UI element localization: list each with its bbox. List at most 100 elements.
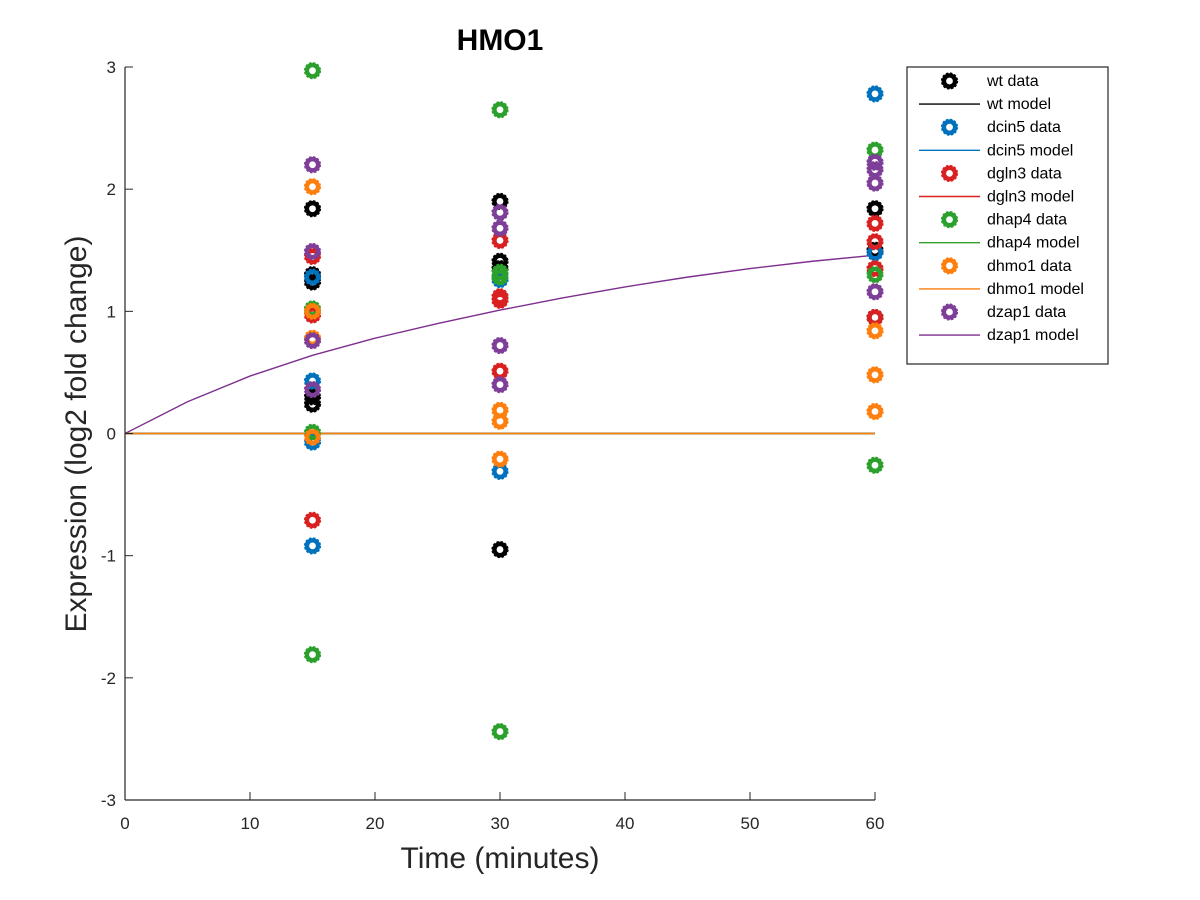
y-axis-label: Expression (log2 fold change) [60,236,93,633]
dhap4-data-point [491,268,509,286]
dgln3-data-point [866,308,884,327]
x-tick-label: 20 [366,814,385,833]
dzap1-data-point [866,153,884,171]
dzap1-data-point [491,203,509,221]
legend-item-wt-data: wt data [940,72,1039,90]
legend-item-dzap1-model: dzap1 model [919,327,1079,344]
legend-item-dgln3-data: dgln3 data [940,164,1062,182]
dgln3-data-point [866,233,884,251]
dhap4-data-series [303,62,884,741]
wt-data-point [303,200,322,218]
dzap1-data-point [303,380,322,399]
legend-label: dcin5 model [987,142,1073,159]
dhmo1-data-point [866,402,884,421]
legend-item-dhap4-model: dhap4 model [919,235,1080,252]
wt-data-point [866,200,884,218]
dhmo1-data-point [866,322,884,340]
y-tick-label: 2 [107,180,116,199]
dhap4-data-point [303,62,322,80]
chart-title: HMO1 [457,24,544,57]
dzap1-data-series [303,153,884,399]
legend-marker [940,303,959,321]
wt-data-point [303,388,322,406]
dzap1-data-point [303,242,322,261]
dhmo1-data-point [491,450,509,468]
legend-label: wt data [986,73,1039,90]
legend-label: dhmo1 model [987,281,1084,298]
y-tick-label: 0 [107,425,116,444]
data-markers [303,62,884,741]
wt-data-series [303,192,884,559]
legend-box [906,66,1109,365]
dhap4-data-point [303,646,322,664]
dhmo1-data-point [303,428,322,446]
y-tick-label: 3 [107,58,116,77]
dgln3-data-point [491,291,509,309]
model-lines [124,254,876,435]
wt-data-point [491,540,509,559]
legend-item-dzap1-data: dzap1 data [940,303,1066,321]
legend-label: dgln3 model [987,189,1074,206]
legend-marker [940,257,959,275]
dcin5-data-point [303,372,322,390]
legend: wt data wt model dcin5 data dcin5 model dgln… [906,66,1109,365]
dzap1-model-line [124,254,876,435]
legend-item-wt-model: wt model [919,96,1051,113]
legend-item-dhap4-data: dhap4 data [940,211,1067,229]
dhap4-data-point [866,456,884,474]
legend-item-dhmo1-data: dhmo1 data [940,257,1072,275]
x-tick-label: 30 [491,814,510,833]
dzap1-data-point [491,219,509,237]
dhap4-data-point [866,266,884,284]
legend-item-dcin5-model: dcin5 model [919,142,1073,159]
dgln3-data-series [303,214,884,529]
x-axis-label: Time (minutes) [401,842,600,875]
dcin5-data-point [866,85,884,103]
dzap1-data-point [303,156,322,174]
legend-label: dcin5 data [987,119,1061,136]
dgln3-data-point [866,214,884,232]
dcin5-data-point [303,268,322,286]
legend-label: dzap1 model [987,327,1079,344]
legend-marker [940,164,959,182]
dzap1-data-point [866,283,884,301]
legend-item-dgln3-model: dgln3 model [919,189,1074,206]
legend-label: dzap1 data [987,304,1066,321]
y-tick-label: -3 [101,791,116,810]
legend-label: dhap4 model [987,235,1080,252]
dhap4-data-point [491,722,509,741]
x-tick-label: 50 [741,814,760,833]
dzap1-data-point [866,161,884,179]
legend-item-dhmo1-model: dhmo1 model [919,281,1084,298]
y-tick-label: -1 [101,547,116,566]
dcin5-data-point [303,537,322,555]
x-tick-label: 40 [616,814,635,833]
wt-data-point [303,395,322,413]
legend-label: dhmo1 data [987,258,1072,275]
axes: 0 10 20 30 40 50 60 -3 -2 -1 0 1 2 3 [101,58,885,833]
y-tick-label: -2 [101,669,116,688]
dhmo1-data-point [303,178,322,196]
legend-marker [940,72,959,90]
x-tick-label: 10 [241,814,260,833]
legend-item-dcin5-data: dcin5 data [940,118,1061,136]
legend-label: dhap4 data [987,212,1067,229]
dhmo1-data-point [866,366,884,384]
plot-area: 0 10 20 30 40 50 60 -3 -2 -1 0 1 2 3 [101,58,885,833]
dzap1-data-point [491,336,509,355]
dhap4-data-point [491,101,509,119]
dgln3-data-point [491,362,509,380]
dcin5-data-series [303,85,884,555]
dgln3-data-point [303,511,322,529]
dzap1-data-point [303,332,322,350]
dhmo1-data-series [303,178,884,468]
legend-label: wt model [986,96,1051,113]
legend-label: dgln3 data [987,165,1062,182]
dhmo1-data-point [491,412,509,430]
dhmo1-data-point [303,302,322,320]
x-tick-label: 0 [120,814,129,833]
legend-marker [940,118,959,136]
dzap1-data-point [491,376,509,394]
x-tick-label: 60 [866,814,885,833]
